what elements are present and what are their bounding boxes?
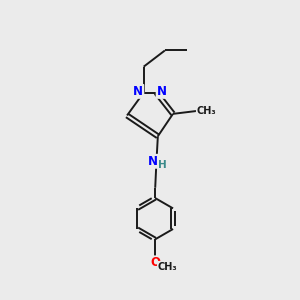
Text: N: N: [157, 85, 166, 98]
Text: N: N: [148, 155, 158, 168]
Text: CH₃: CH₃: [158, 262, 177, 272]
Text: CH₃: CH₃: [197, 106, 216, 116]
Text: H: H: [158, 160, 167, 170]
Text: N: N: [134, 85, 143, 98]
Text: O: O: [150, 256, 160, 269]
